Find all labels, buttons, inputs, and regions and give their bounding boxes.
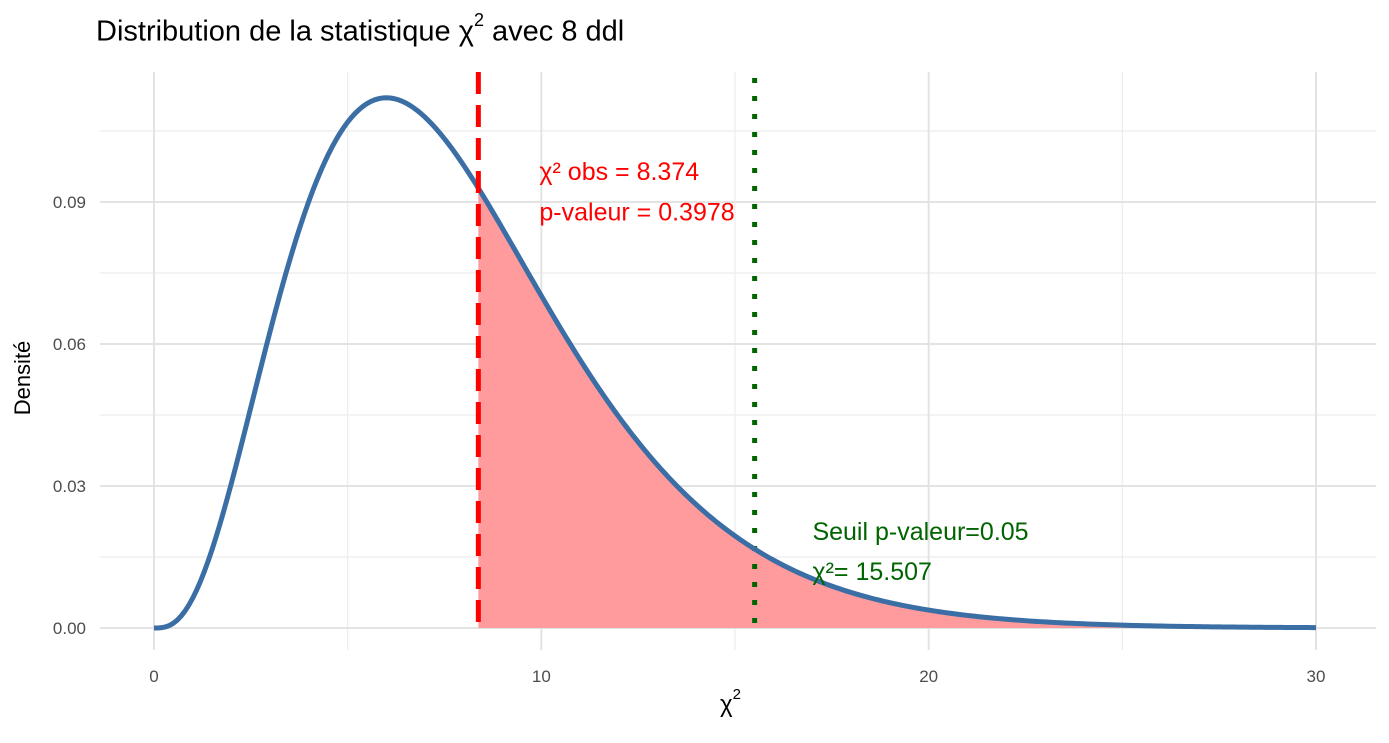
chart-title: Distribution de la statistique χ2 avec 8… — [96, 10, 625, 49]
y-axis-ticks: 0.00 0.03 0.06 0.09 — [53, 193, 86, 638]
x-tick-label: 0 — [149, 667, 158, 686]
y-tick-label: 0.09 — [53, 193, 86, 212]
title-chi-symbol: χ — [458, 15, 474, 48]
p-value-shaded-area — [478, 188, 1317, 628]
y-tick-label: 0.06 — [53, 335, 86, 354]
title-superscript: 2 — [473, 10, 484, 30]
x-axis-chi-symbol: χ — [720, 691, 733, 718]
y-tick-label: 0.03 — [53, 477, 86, 496]
x-tick-label: 10 — [532, 667, 551, 686]
x-axis-label: χ2 — [720, 686, 741, 719]
y-tick-label: 0.00 — [53, 619, 86, 638]
title-middle: avec — [492, 15, 554, 48]
x-axis-superscript: 2 — [732, 686, 741, 703]
x-axis-ticks: 0 10 20 30 — [149, 667, 1325, 686]
density-curve — [153, 95, 1317, 631]
threshold-annotation: Seuil p-valeur=0.05 — [812, 518, 1028, 546]
title-df: 8 — [561, 15, 578, 48]
x-tick-label: 20 — [919, 667, 938, 686]
p-value-annotation: p-valeur = 0.3978 — [539, 198, 734, 226]
grid-minor — [100, 72, 1376, 650]
x-tick-label: 30 — [1307, 667, 1326, 686]
critical-stat-annotation: χ²= 15.507 — [812, 558, 931, 586]
observed-stat-annotation: χ² obs = 8.374 — [539, 158, 699, 186]
y-axis-label: Densité — [10, 340, 35, 416]
title-prefix: Distribution de la statistique — [96, 15, 451, 48]
title-suffix: ddl — [585, 15, 625, 48]
